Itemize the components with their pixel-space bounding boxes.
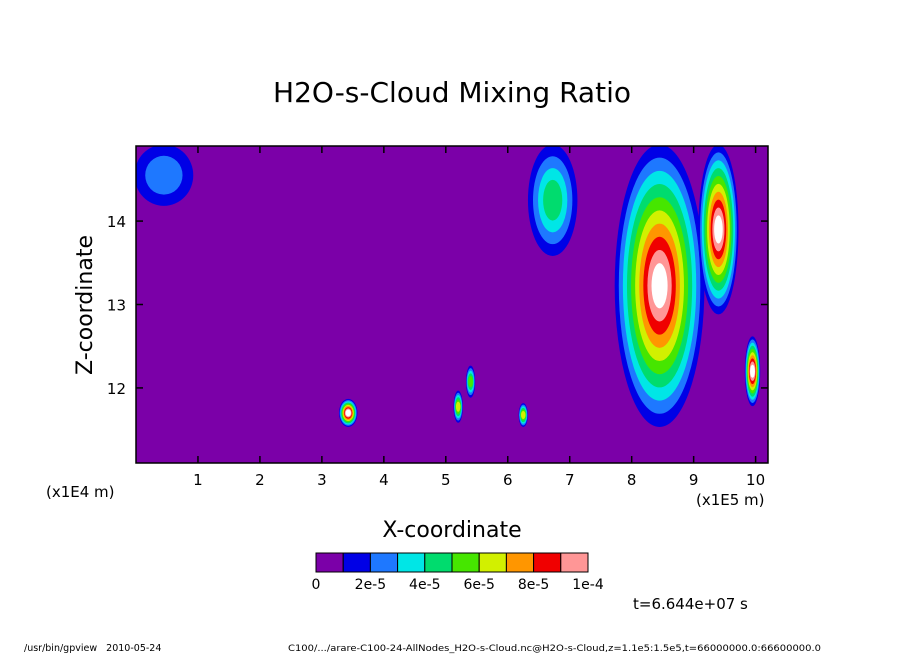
- colorbar-label: 8e-5: [518, 577, 549, 593]
- x-axis-ticks: 1 2 3 4 5 6 7 8 9 10: [193, 146, 765, 489]
- contour-level-6: [455, 401, 461, 412]
- contour-level-6: [521, 411, 526, 420]
- contour-level-10: [714, 215, 723, 244]
- colorbar-swatch: [369, 552, 399, 573]
- chart-title: H2O-s-Cloud Mixing Ratio: [273, 76, 631, 109]
- x-tick-label: 8: [627, 471, 637, 489]
- colorbar-swatch: [397, 552, 426, 573]
- contour-level-2: [145, 155, 183, 195]
- colorbar-swatch: [533, 552, 562, 573]
- cloud-feature: [338, 398, 358, 427]
- colorbar: [315, 552, 589, 573]
- colorbar-swatch: [424, 552, 453, 573]
- colorbar-label: 2e-5: [355, 577, 386, 593]
- footer-left: /usr/bin/gpview 2010-05-24: [24, 643, 161, 654]
- colorbar-swatch: [478, 552, 507, 573]
- contour-level-10: [750, 364, 755, 378]
- cloud-feature: [518, 403, 528, 427]
- y-tick-label: 12: [107, 380, 126, 398]
- footer-right: C100/.../arare-C100-24-AllNodes_H2O-s-Cl…: [288, 644, 821, 654]
- colorbar-label: 4e-5: [409, 577, 440, 593]
- colorbar-label: 6e-5: [463, 577, 494, 593]
- colorbar-swatch: [451, 552, 480, 573]
- cloud-feature: [453, 390, 463, 423]
- x-tick-label: 10: [746, 471, 765, 489]
- x-axis-label: X-coordinate: [382, 518, 521, 543]
- x-tick-label: 9: [689, 471, 699, 489]
- x-tick-label: 6: [503, 471, 513, 489]
- cloud-feature: [698, 146, 739, 315]
- time-label: t=6.644e+07 s: [633, 595, 748, 613]
- colorbar-swatch: [342, 552, 371, 573]
- x-tick-label: 5: [441, 471, 451, 489]
- cloud-features: [136, 146, 761, 427]
- colorbar-label: 1e-4: [572, 577, 604, 593]
- x-tick-label: 3: [317, 471, 327, 489]
- x-tick-label: 4: [379, 471, 389, 489]
- cloud-feature: [465, 365, 476, 398]
- cloud-feature: [136, 146, 194, 206]
- y-axis-ticks: 12 13 14: [107, 213, 768, 398]
- cloud-feature: [527, 146, 578, 256]
- colorbar-label: 0: [312, 577, 321, 593]
- x-tick-label: 2: [255, 471, 265, 489]
- x-tick-label: 7: [565, 471, 575, 489]
- contour-level-10: [651, 263, 668, 309]
- contour-level-10: [345, 409, 351, 417]
- y-tick-label: 14: [107, 213, 126, 231]
- y-axis-unit: (x1E4 m): [46, 483, 115, 501]
- contour-level-5: [468, 375, 473, 388]
- y-axis-label: Z-coordinate: [73, 235, 98, 375]
- x-tick-label: 1: [193, 471, 203, 489]
- colorbar-swatch: [560, 552, 589, 573]
- cloud-feature: [744, 336, 761, 407]
- x-axis-unit: (x1E5 m): [696, 491, 765, 509]
- colorbar-swatch: [315, 552, 344, 573]
- contour-level-4: [543, 179, 563, 221]
- colorbar-labels: 0 2e-5 4e-5 6e-5 8e-5 1e-4: [312, 577, 604, 593]
- cloud-feature: [614, 146, 705, 427]
- y-tick-label: 13: [107, 297, 126, 315]
- colorbar-swatch: [505, 552, 535, 573]
